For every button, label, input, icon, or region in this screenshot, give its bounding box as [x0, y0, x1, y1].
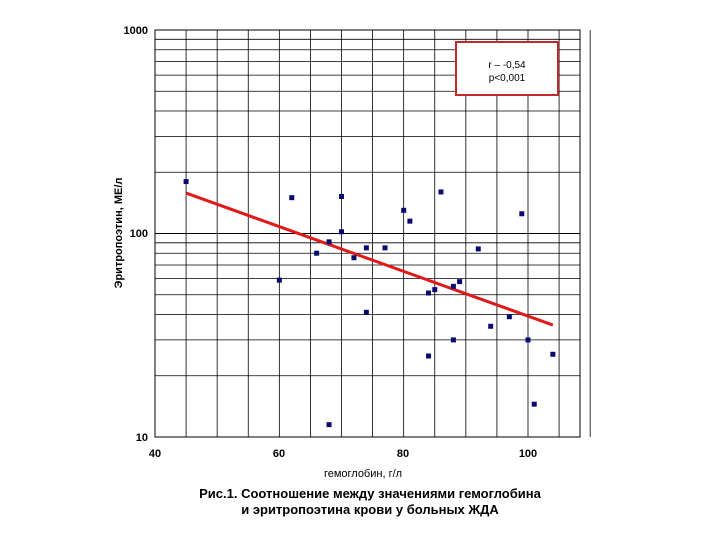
data-point — [426, 353, 432, 359]
x-tick-label: 40 — [149, 448, 161, 460]
data-point — [457, 279, 463, 285]
data-points — [183, 179, 556, 428]
data-point — [432, 287, 438, 293]
data-point — [339, 193, 344, 199]
trendline — [185, 191, 554, 327]
data-point — [183, 179, 189, 185]
data-point — [326, 422, 332, 428]
x-tick-label: 80 — [397, 448, 409, 460]
annotation-r: r – -0,54 — [488, 60, 526, 71]
caption-line-1: Рис.1. Соотношение между значениями гемо… — [199, 486, 541, 501]
y-tick-label: 1000 — [124, 25, 148, 37]
x-tick-label: 60 — [273, 448, 285, 460]
data-point — [438, 189, 444, 195]
data-point — [450, 283, 456, 289]
y-axis-title: Эритропоэтин, МЕ/л — [113, 178, 125, 289]
data-point — [382, 245, 388, 251]
caption-line-2: и эритропоэтина крови у больных ЖДА — [241, 502, 499, 517]
data-point — [289, 195, 295, 201]
data-point — [363, 309, 369, 315]
data-point — [450, 337, 456, 343]
y-tick-labels: 1000 100 10 — [124, 25, 148, 444]
data-point — [401, 207, 407, 213]
x-tick-label: 100 — [519, 448, 537, 460]
data-point — [525, 337, 531, 343]
correlation-annotation: r – -0,54 p<0,001 — [455, 41, 559, 96]
data-point — [475, 246, 481, 252]
y-tick-label: 100 — [130, 228, 148, 240]
data-point — [314, 250, 320, 256]
data-point — [488, 323, 494, 329]
annotation-p: p<0,001 — [489, 73, 526, 84]
data-point — [531, 401, 537, 407]
data-point — [363, 245, 369, 251]
data-point — [426, 290, 432, 296]
data-point — [407, 218, 413, 224]
data-point — [506, 314, 512, 320]
data-point — [326, 239, 332, 245]
data-point — [351, 255, 357, 261]
figure-caption: Рис.1. Соотношение между значениями гемо… — [140, 486, 600, 518]
data-point — [550, 351, 556, 357]
data-point — [276, 277, 282, 283]
data-point — [339, 229, 344, 235]
annotation-box — [455, 41, 559, 96]
x-axis-title: гемоглобин, г/л — [324, 468, 402, 480]
y-tick-label: 10 — [136, 432, 148, 444]
x-tick-labels: 40 60 80 100 — [149, 448, 537, 460]
data-point — [519, 211, 525, 217]
plot-border — [154, 29, 581, 438]
